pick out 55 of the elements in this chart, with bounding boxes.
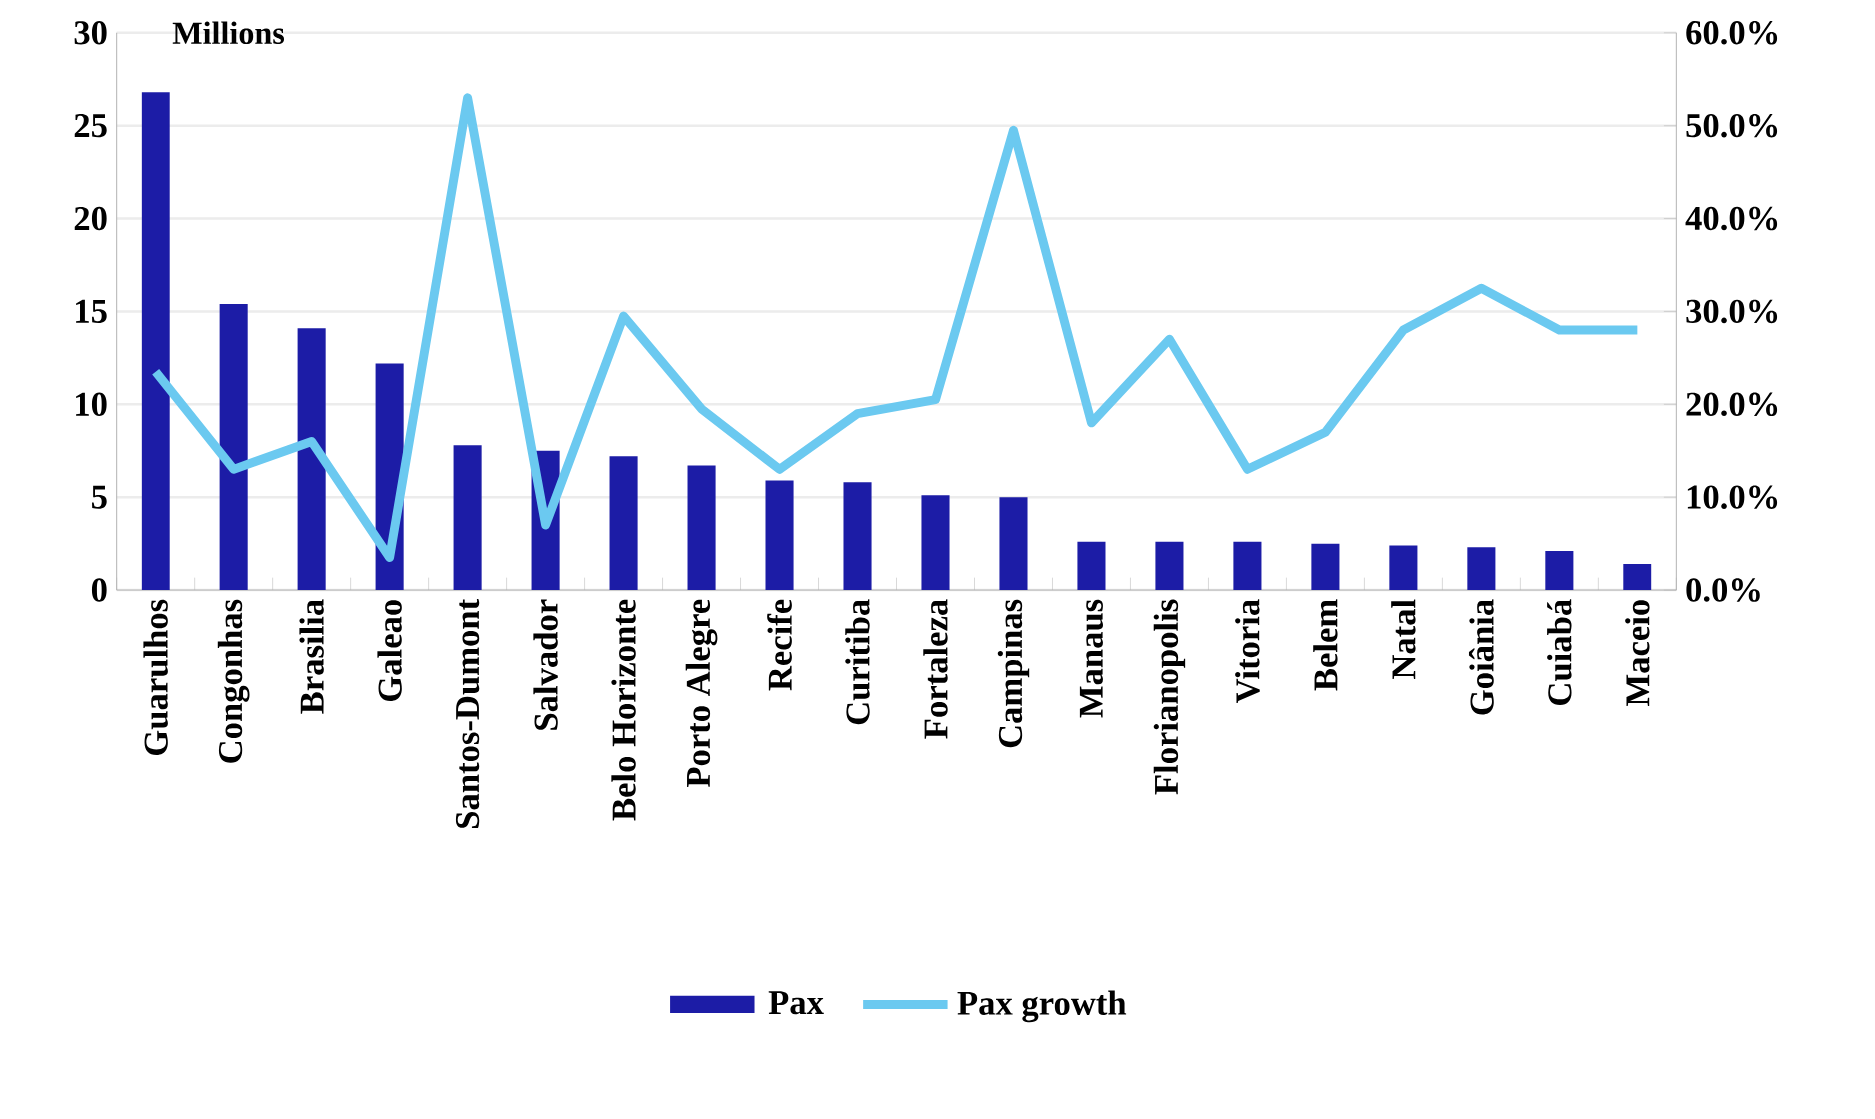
bar bbox=[1389, 545, 1418, 591]
y-tick-label: 25 bbox=[74, 114, 107, 138]
x-tick-label: Cuiabá bbox=[1547, 599, 1572, 706]
bar bbox=[1155, 542, 1184, 591]
y-tick-label: 30 bbox=[74, 21, 107, 45]
x-tick-label: Belem bbox=[1313, 599, 1338, 691]
bar bbox=[921, 495, 950, 591]
legend-label: Pax bbox=[768, 991, 824, 1015]
x-tick-label: Curitiba bbox=[845, 599, 870, 725]
y-tick-label: 0 bbox=[91, 578, 107, 602]
bar bbox=[219, 304, 248, 591]
x-tick-label: Congonhas bbox=[217, 599, 250, 763]
y2-tick-label: 0.0% bbox=[1686, 578, 1760, 603]
bar bbox=[843, 482, 872, 591]
y-tick-label: 5 bbox=[92, 485, 107, 509]
bar bbox=[297, 328, 326, 591]
x-tick-label: Natal bbox=[1391, 599, 1416, 680]
y2-tick-label: 30.0% bbox=[1686, 299, 1778, 324]
bar bbox=[1545, 551, 1574, 591]
x-tick-label: Vitoria bbox=[1235, 599, 1260, 704]
x-tick-label: Brasilia bbox=[299, 599, 324, 714]
x-tick-label: Maceio bbox=[1625, 600, 1650, 707]
y2-tick-label: 40.0% bbox=[1685, 206, 1778, 231]
x-tick-label: Santos-Dumont bbox=[455, 599, 480, 829]
x-tick-label: Recife bbox=[767, 599, 792, 691]
y2-tick-label: 60.0% bbox=[1686, 21, 1778, 45]
y-tick-label: 20 bbox=[74, 207, 107, 231]
x-tick-label: Porto Alegre bbox=[685, 599, 718, 788]
y-tick-label: 10 bbox=[76, 392, 107, 417]
y-tick-label: 15 bbox=[76, 300, 107, 324]
x-tick-label: Guarulhos bbox=[143, 599, 168, 756]
x-tick-label: Goiânia bbox=[1468, 599, 1494, 715]
y2-tick-label: 20.0% bbox=[1686, 392, 1778, 417]
bar bbox=[609, 456, 638, 591]
x-tick-label: Belo Horizonte bbox=[611, 599, 636, 821]
bar bbox=[765, 480, 794, 591]
x-tick-label: Fortaleza bbox=[923, 599, 948, 739]
y-axis-title: Millions bbox=[172, 21, 285, 45]
x-tick-label: Salvador bbox=[533, 599, 558, 730]
x-tick-label: Campinas bbox=[997, 599, 1030, 748]
y2-tick-label: 50.0% bbox=[1686, 114, 1778, 138]
legend-label: Pax growth bbox=[957, 990, 1127, 1023]
bar bbox=[1233, 542, 1262, 591]
bar bbox=[999, 497, 1028, 591]
y2-tick-label: 10.0% bbox=[1687, 485, 1778, 510]
bar bbox=[141, 92, 170, 591]
bar bbox=[1311, 543, 1340, 591]
bar bbox=[1467, 547, 1496, 591]
x-tick-label: Florianopolis bbox=[1153, 599, 1186, 795]
x-tick-label: Galeao bbox=[377, 600, 402, 702]
bar bbox=[453, 445, 482, 591]
bar bbox=[687, 465, 716, 591]
bar bbox=[1623, 564, 1652, 591]
bar bbox=[1077, 542, 1106, 591]
x-tick-label: Manaus bbox=[1079, 599, 1104, 718]
